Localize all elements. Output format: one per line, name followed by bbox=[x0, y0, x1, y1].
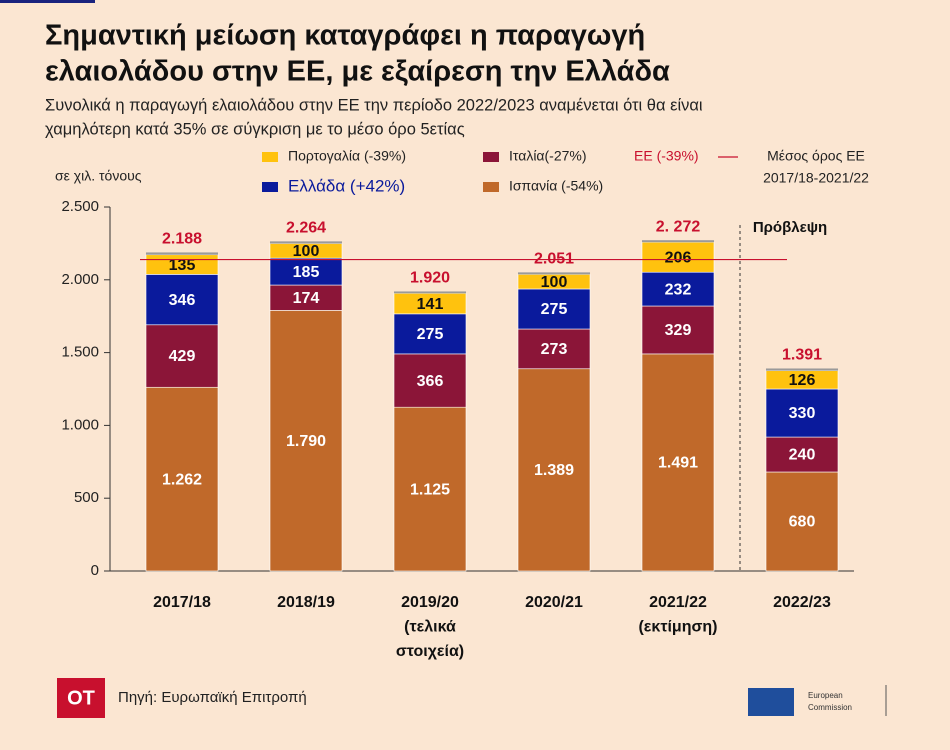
bar-segment bbox=[269, 310, 343, 572]
total-label: 1.920 bbox=[410, 270, 450, 287]
value-label: 1.389 bbox=[534, 462, 574, 479]
total-remainder bbox=[394, 291, 466, 294]
value-label: 329 bbox=[665, 322, 692, 339]
bar-segment bbox=[517, 368, 591, 572]
x-tick-label: 2021/22 bbox=[649, 594, 707, 611]
legend-label: Ελλάδα (+42%) bbox=[288, 176, 405, 195]
value-label: 206 bbox=[665, 249, 692, 266]
total-label: 2.188 bbox=[162, 231, 202, 248]
ec-text: European bbox=[808, 691, 843, 700]
legend-swatch bbox=[483, 152, 499, 162]
value-label: 366 bbox=[417, 373, 444, 390]
bar-segment bbox=[269, 257, 343, 286]
value-label: 185 bbox=[293, 264, 320, 281]
bar-segment bbox=[765, 471, 839, 572]
total-label: 2.264 bbox=[286, 220, 326, 237]
y-tick-label: 2.500 bbox=[61, 198, 99, 215]
bar-segment bbox=[393, 313, 467, 355]
chart-title: Σημαντική μείωση καταγράφει η παραγωγή bbox=[45, 20, 645, 52]
ec-flag bbox=[748, 688, 794, 716]
y-tick-label: 1.000 bbox=[61, 416, 99, 433]
chart-title: ελαιολάδου στην ΕΕ, με εξαίρεση την Ελλά… bbox=[45, 56, 670, 88]
x-tick-label: 2018/19 bbox=[277, 594, 335, 611]
x-tick-label: 2019/20 bbox=[401, 594, 459, 611]
value-label: 330 bbox=[789, 405, 816, 422]
forecast-label: Πρόβλεψη bbox=[753, 219, 827, 236]
value-label: 1.262 bbox=[162, 471, 202, 488]
value-label: 100 bbox=[541, 274, 568, 291]
value-label: 1.125 bbox=[410, 481, 450, 498]
total-remainder bbox=[518, 272, 590, 275]
y-tick-label: 2.000 bbox=[61, 271, 99, 288]
subtitle: χαμηλότερη κατά 35% σε σύγκριση με το μέ… bbox=[45, 120, 465, 138]
y-tick-label: 1.500 bbox=[61, 344, 99, 361]
legend-label: Ιταλία(-27%) bbox=[509, 148, 587, 164]
bar-segment bbox=[517, 288, 591, 330]
total-remainder bbox=[146, 252, 218, 255]
y-tick-label: 500 bbox=[74, 489, 99, 506]
reference-note: 2017/18-2021/22 bbox=[763, 170, 869, 186]
reference-note: Μέσος όρος ΕΕ bbox=[767, 148, 865, 164]
bar-segment bbox=[641, 353, 715, 572]
bar-segment bbox=[641, 305, 715, 355]
bar-segment bbox=[393, 406, 467, 572]
logo bbox=[57, 678, 105, 718]
reference-label: ΕΕ (-39%) bbox=[634, 148, 699, 164]
subtitle: Συνολικά η παραγωγή ελαιολάδου στην ΕΕ τ… bbox=[45, 96, 703, 114]
bar-segment bbox=[145, 386, 219, 572]
value-label: 346 bbox=[169, 292, 196, 309]
value-label: 273 bbox=[541, 341, 568, 358]
bar-segment bbox=[517, 274, 591, 290]
x-tick-label: 2020/21 bbox=[525, 594, 583, 611]
value-label: 126 bbox=[789, 372, 816, 389]
value-label: 1.491 bbox=[658, 455, 698, 472]
x-tick-label: 2022/23 bbox=[773, 594, 831, 611]
value-label: 135 bbox=[169, 257, 196, 274]
total-remainder bbox=[270, 241, 342, 244]
value-label: 100 bbox=[293, 243, 320, 260]
bar-segment bbox=[517, 328, 591, 370]
bar-segment bbox=[393, 353, 467, 408]
legend-swatch bbox=[262, 182, 278, 192]
value-label: 174 bbox=[293, 290, 320, 307]
bar-segment bbox=[145, 274, 219, 326]
x-tick-label: (εκτίμηση) bbox=[638, 619, 717, 636]
x-tick-label: στοιχεία) bbox=[396, 643, 464, 660]
value-label: 1.790 bbox=[286, 433, 326, 450]
legend-swatch bbox=[483, 182, 499, 192]
total-label: 2. 272 bbox=[656, 218, 701, 235]
logo-text: ΟΤ bbox=[67, 687, 95, 709]
value-label: 429 bbox=[169, 348, 196, 365]
x-tick-label: (τελικά bbox=[404, 619, 456, 636]
y-axis-label: σε χιλ. τόνους bbox=[55, 168, 142, 184]
top-accent bbox=[0, 0, 95, 3]
value-label: 141 bbox=[417, 296, 444, 313]
total-remainder bbox=[642, 240, 714, 243]
legend-label: Πορτογαλία (-39%) bbox=[288, 148, 406, 164]
ec-text: Commission bbox=[808, 703, 852, 712]
value-label: 232 bbox=[665, 281, 692, 298]
total-label: 1.391 bbox=[782, 347, 822, 364]
x-tick-label: 2017/18 bbox=[153, 594, 211, 611]
bar-segment bbox=[641, 241, 715, 273]
legend-label: Ισπανία (-54%) bbox=[509, 178, 603, 194]
bar-segment bbox=[765, 388, 839, 438]
total-remainder bbox=[766, 368, 838, 371]
value-label: 275 bbox=[417, 326, 444, 343]
bar-segment bbox=[145, 324, 219, 388]
source: Πηγή: Ευρωπαϊκή Επιτροπή bbox=[118, 689, 307, 706]
value-label: 240 bbox=[789, 447, 816, 464]
bar-segment bbox=[765, 436, 839, 473]
value-label: 275 bbox=[541, 301, 568, 318]
value-label: 680 bbox=[789, 514, 816, 531]
legend-swatch bbox=[262, 152, 278, 162]
y-tick-label: 0 bbox=[91, 562, 99, 579]
